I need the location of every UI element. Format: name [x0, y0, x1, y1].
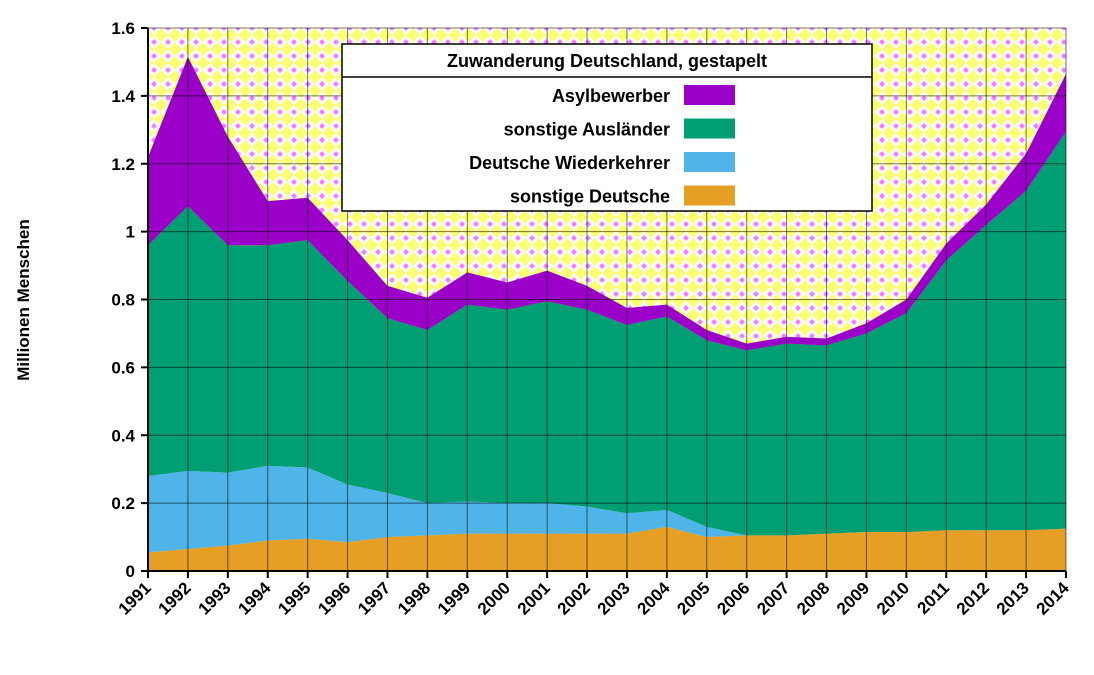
y-tick-label: 0.4 — [111, 426, 135, 445]
legend-label-deutsche-wiederkehrer: Deutsche Wiederkehrer — [469, 153, 670, 173]
legend: Zuwanderung Deutschland, gestapelt Asylb… — [341, 43, 873, 212]
y-tick-label: 0.8 — [111, 291, 135, 310]
axes — [142, 28, 1066, 577]
area-series-asylbewerber — [148, 56, 1066, 351]
y-axis-ticks: 0 0.2 0.4 0.6 0.8 1 1.2 1.4 1.6 — [111, 19, 148, 581]
area-layer — [148, 56, 1066, 571]
y-tick-label: 1.6 — [111, 19, 135, 38]
legend-swatch-sonstige-ausl-nder — [684, 118, 735, 139]
y-tick-label: 1.4 — [111, 87, 135, 106]
y-tick-label: 0.6 — [111, 358, 135, 377]
legend-swatch-deutsche-wiederkehrer — [684, 152, 735, 172]
y-tick-label: 0.2 — [111, 494, 135, 513]
chart-title: Zuwanderung Deutschland, gestapelt — [447, 51, 767, 71]
y-axis-label: Millionen Menschen — [14, 219, 33, 381]
y-tick-label: 1 — [126, 223, 135, 242]
legend-label-sonstige-ausl-nder: sonstige Ausländer — [504, 120, 670, 140]
legend-box — [341, 43, 873, 212]
area-series-deutsche-wiederkehrer — [148, 465, 1066, 553]
legend-swatch-sonstige-deutsche — [684, 185, 735, 206]
area-series-sonstige-ausl-nder — [148, 131, 1066, 536]
y-tick-label: 0 — [126, 562, 135, 581]
area-series-sonstige-deutsche — [148, 526, 1066, 571]
grid-lines — [147, 27, 1067, 572]
y-tick-label: 1.2 — [111, 155, 135, 174]
legend-label-asylbewerber: Asylbewerber — [552, 86, 670, 106]
legend-label-sonstige-deutsche: sonstige Deutsche — [510, 187, 670, 207]
legend-entries: Asylbewerber sonstige Ausländer Deutsche W… — [469, 85, 735, 207]
legend-swatch-asylbewerber — [684, 85, 735, 105]
